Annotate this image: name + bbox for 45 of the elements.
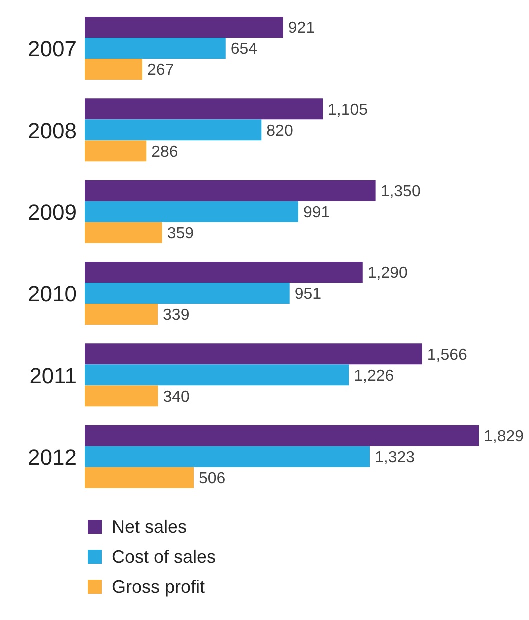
bar: [85, 446, 370, 468]
data-label: 951: [294, 286, 322, 304]
y-tick-label: 2010: [28, 282, 77, 307]
bar: [85, 262, 363, 283]
data-label: 359: [167, 226, 194, 243]
bar: [85, 364, 350, 386]
bar: [85, 201, 298, 222]
bar: [85, 344, 422, 365]
bar: [85, 17, 284, 38]
data-label: 654: [230, 41, 258, 58]
bar: [85, 467, 194, 488]
bar: [85, 38, 226, 59]
y-tick-label: 2009: [28, 200, 77, 225]
data-label: 991: [303, 204, 330, 222]
data-label: 921: [288, 20, 316, 38]
y-tick-label: 2008: [28, 118, 77, 144]
data-label: 1,323: [375, 450, 416, 467]
bar: [85, 304, 158, 325]
y-tick-label: 2007: [28, 36, 77, 62]
data-label: 820: [266, 122, 294, 140]
bar: [85, 386, 158, 407]
data-label: 1,829: [484, 428, 524, 446]
data-label: 339: [163, 307, 190, 324]
y-tick-label: 2011: [30, 363, 77, 388]
data-label: 267: [148, 62, 174, 80]
data-label: 286: [152, 144, 178, 161]
data-label: 1,566: [427, 346, 468, 364]
legend-label: Gross profit: [112, 576, 206, 598]
data-label: 1,290: [368, 265, 408, 282]
bar: [85, 120, 262, 141]
bar: [85, 222, 162, 244]
bar: [85, 283, 290, 304]
bar: [85, 180, 376, 202]
data-label: 340: [163, 388, 190, 406]
legend-label: Net sales: [112, 516, 188, 538]
bar: [85, 140, 147, 162]
y-tick-label: 2012: [28, 444, 77, 470]
data-label: 1,226: [354, 368, 394, 385]
bar: [85, 98, 324, 120]
bar: [85, 59, 143, 80]
data-label: 1,105: [328, 102, 368, 119]
data-label: 1,350: [380, 184, 421, 201]
legend-label: Cost of sales: [112, 546, 216, 568]
data-label: 506: [199, 470, 226, 488]
bar: [85, 425, 479, 446]
